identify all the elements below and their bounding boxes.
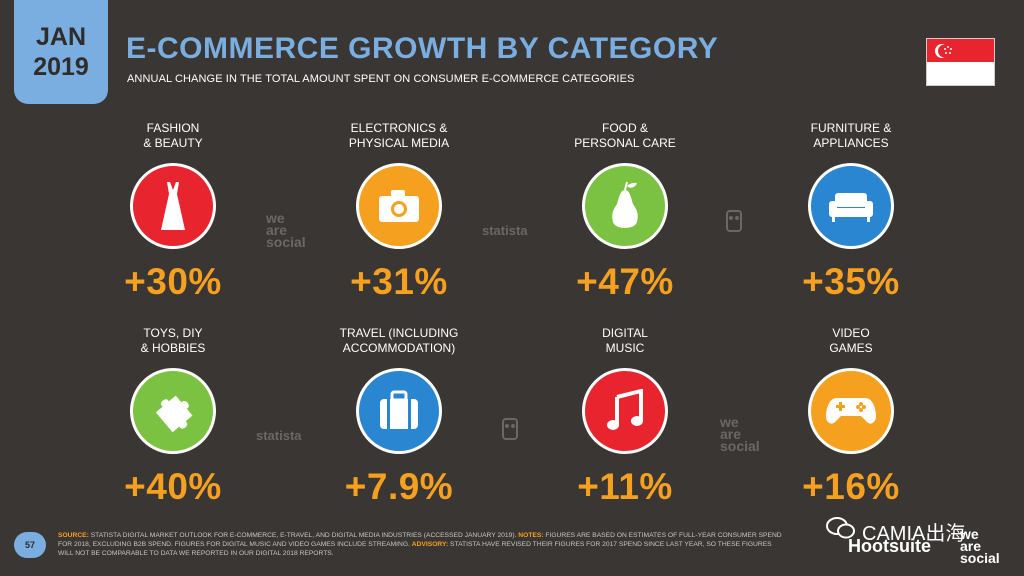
statista-watermark: statista bbox=[256, 428, 302, 443]
we-are-social-logo: we are social bbox=[960, 526, 1000, 566]
pear-icon bbox=[582, 163, 668, 249]
camia-watermark: CAMIA出海 bbox=[826, 516, 965, 546]
notes-label: NOTES: bbox=[518, 532, 544, 539]
camia-label: CAMIA出海 bbox=[862, 522, 966, 545]
statista-watermark: statista bbox=[482, 223, 528, 238]
we-are-social-watermark: we are social bbox=[720, 414, 760, 454]
category-label: FASHION & BEAUTY bbox=[143, 121, 203, 150]
category-value: +7.9% bbox=[344, 466, 454, 507]
advisory-text: STATISTA HAVE REVISED THEIR FIGURES FOR … bbox=[58, 541, 772, 557]
notes-text: FIGURES ARE BASED ON ESTIMATES OF FULL-Y… bbox=[58, 532, 782, 548]
sofa-icon bbox=[808, 163, 894, 249]
category-label: TOYS, DIY & HOBBIES bbox=[140, 326, 206, 355]
camera-icon bbox=[356, 163, 442, 249]
category-toys: TOYS, DIY & HOBBIES +40% bbox=[73, 326, 273, 508]
date-year: 2019 bbox=[33, 53, 89, 81]
category-label: ELECTRONICS & PHYSICAL MEDIA bbox=[348, 121, 450, 150]
wechat-icon bbox=[826, 516, 856, 546]
advisory-label: ADVISORY: bbox=[411, 541, 449, 548]
footer-notes: SOURCE: STATISTA DIGITAL MARKET OUTLOOK … bbox=[58, 531, 788, 558]
date-badge: JAN 2019 bbox=[14, 0, 108, 104]
category-value: +40% bbox=[124, 466, 222, 507]
category-electronics: ELECTRONICS & PHYSICAL MEDIA +31% bbox=[299, 121, 499, 303]
category-value: +31% bbox=[350, 261, 448, 302]
gamepad-icon bbox=[808, 368, 894, 454]
owl-icon bbox=[726, 210, 742, 237]
category-label: TRAVEL (INCLUDING ACCOMMODATION) bbox=[339, 326, 459, 355]
category-value: +30% bbox=[124, 261, 222, 302]
category-label: VIDEO GAMES bbox=[829, 326, 873, 355]
hootsuite-logo: Hootsuite bbox=[848, 536, 931, 556]
category-value: +47% bbox=[576, 261, 674, 302]
owl-icon bbox=[502, 418, 518, 445]
category-label: FOOD & PERSONAL CARE bbox=[574, 121, 676, 150]
singapore-flag-icon bbox=[926, 38, 995, 86]
category-value: +35% bbox=[802, 261, 900, 302]
source-text: STATISTA DIGITAL MARKET OUTLOOK FOR E-CO… bbox=[90, 532, 517, 539]
category-label: DIGITAL MUSIC bbox=[602, 326, 648, 355]
category-value: +16% bbox=[802, 466, 900, 507]
category-fashion-beauty: FASHION & BEAUTY +30% bbox=[73, 121, 273, 303]
page-number: 57 bbox=[14, 532, 46, 558]
category-travel: TRAVEL (INCLUDING ACCOMMODATION) +7.9% bbox=[299, 326, 499, 508]
category-furniture: FURNITURE & APPLIANCES +35% bbox=[751, 121, 951, 303]
page-subtitle: ANNUAL CHANGE IN THE TOTAL AMOUNT SPENT … bbox=[127, 73, 635, 85]
puzzle-icon bbox=[130, 368, 216, 454]
category-label: FURNITURE & APPLIANCES bbox=[810, 121, 892, 150]
music-note-icon bbox=[582, 368, 668, 454]
dress-icon bbox=[130, 163, 216, 249]
date-month: JAN bbox=[35, 23, 86, 51]
suitcase-icon bbox=[356, 368, 442, 454]
category-food: FOOD & PERSONAL CARE +47% bbox=[525, 121, 725, 303]
category-digital-music: DIGITAL MUSIC +11% bbox=[525, 326, 725, 508]
category-value: +11% bbox=[577, 466, 673, 507]
page-title: E-COMMERCE GROWTH BY CATEGORY bbox=[126, 32, 719, 65]
source-label: SOURCE: bbox=[58, 532, 89, 539]
we-are-social-watermark: we are social bbox=[266, 210, 306, 250]
category-video-games: VIDEO GAMES +16% bbox=[751, 326, 951, 508]
